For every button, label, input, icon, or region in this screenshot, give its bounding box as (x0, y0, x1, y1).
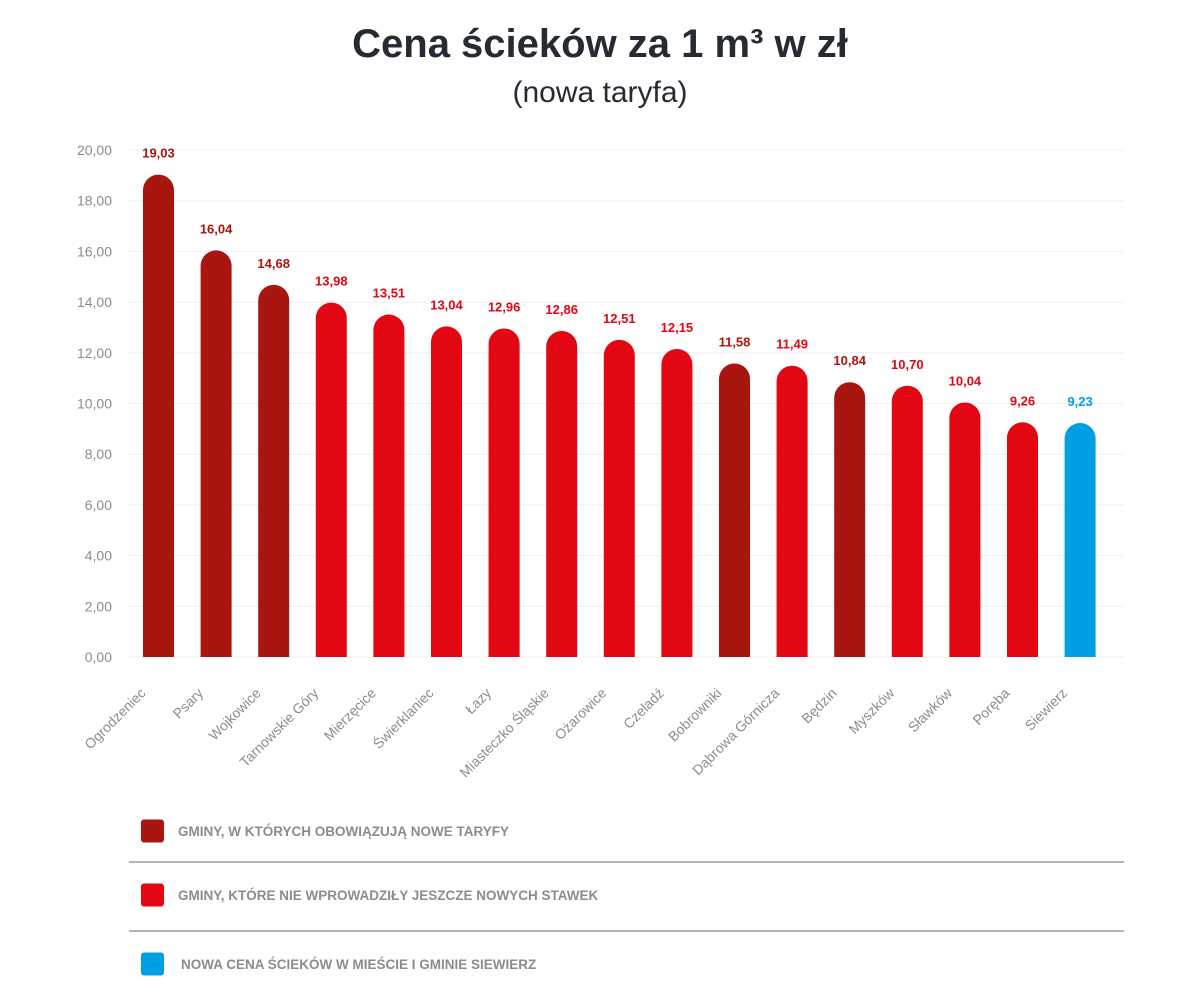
y-tick-label: 12,00 (77, 345, 112, 361)
data-label-4: 13,51 (373, 286, 406, 301)
chart-subtitle: (nowa taryfa) (512, 76, 687, 109)
data-label-2: 14,68 (257, 256, 290, 271)
data-label-7: 12,86 (545, 302, 578, 317)
bar-3 (315, 302, 347, 657)
data-label-12: 10,84 (833, 353, 866, 368)
y-tick-label: 20,00 (77, 142, 112, 158)
legend-swatch-1 (141, 883, 164, 907)
category-label-0: Ogrodzeniec (81, 685, 148, 752)
bar-12 (834, 382, 866, 657)
category-label-16: Siewierz (1021, 685, 1070, 734)
data-label-10: 11,58 (719, 334, 751, 349)
y-tick-label: 6,00 (85, 497, 112, 513)
chart-title: Cena ścieków za 1 m³ w zł (352, 22, 848, 66)
bar-14 (949, 402, 981, 657)
data-label-0: 19,03 (142, 146, 175, 161)
data-label-8: 12,51 (603, 311, 636, 326)
bar-16 (1064, 423, 1096, 657)
category-label-13: Myszków (845, 684, 898, 737)
data-labels: 19,03 16,04 14,68 13,98 13,51 13,04 12,96 12,86… (142, 146, 1093, 409)
bar-13 (891, 385, 923, 657)
bar-7 (546, 330, 578, 657)
data-label-13: 10,70 (891, 357, 924, 372)
category-label-14: Sławków (905, 684, 956, 735)
bar-4 (373, 314, 405, 657)
y-tick-label: 18,00 (77, 193, 112, 209)
legend: GMINY, W KTÓRYCH OBOWIĄZUJĄ NOWE TARYFY G… (129, 819, 1124, 976)
category-label-15: Poręba (969, 685, 1012, 728)
category-label-9: Czeladź (620, 685, 667, 732)
data-label-3: 13,98 (315, 274, 348, 289)
data-label-16: 9,23 (1067, 394, 1092, 409)
data-label-9: 12,15 (661, 320, 694, 335)
category-label-2: Wojkowice (205, 685, 264, 744)
legend-swatch-0 (141, 819, 164, 843)
data-label-6: 12,96 (488, 299, 521, 314)
data-label-14: 10,04 (949, 373, 982, 388)
bar-15 (1007, 422, 1038, 657)
bar-10 (719, 363, 750, 657)
data-label-5: 13,04 (430, 297, 463, 312)
bars (143, 174, 1096, 658)
legend-label-1: GMINY, KTÓRE NIE WPROWADZIŁY JESZCZE NOW… (178, 888, 599, 903)
bar-0 (143, 174, 174, 658)
y-tick-label: 14,00 (77, 294, 112, 310)
legend-label-2: NOWA CENA ŚCIEKÓW W MIEŚCIE I GMINIE SIE… (181, 957, 536, 972)
category-label-4: Mierzęcice (320, 685, 379, 744)
category-label-6: Łazy (462, 685, 494, 717)
y-tick-label: 8,00 (85, 446, 112, 462)
y-tick-label: 10,00 (77, 396, 112, 412)
category-label-12: Będzin (798, 685, 840, 727)
y-tick-label: 4,00 (85, 548, 112, 564)
data-label-15: 9,26 (1010, 393, 1035, 408)
legend-swatch-2 (141, 952, 164, 976)
data-label-1: 16,04 (200, 221, 233, 236)
category-label-5: Świerklaniec (369, 684, 437, 752)
bar-8 (603, 339, 635, 657)
bar-9 (661, 348, 693, 657)
y-tick-label: 16,00 (77, 243, 112, 259)
bar-6 (488, 328, 520, 657)
category-label-10: Bobrowniki (665, 685, 725, 745)
bar-1 (200, 250, 232, 657)
category-label-8: Ożarowice (551, 685, 609, 743)
data-label-11: 11,49 (776, 337, 808, 352)
y-tick-label: 0,00 (85, 649, 112, 665)
bar-2 (258, 284, 290, 657)
category-label-1: Psary (170, 685, 207, 722)
y-tick-label: 2,00 (85, 598, 112, 614)
bar-11 (776, 365, 808, 657)
bar-5 (431, 326, 462, 657)
legend-label-0: GMINY, W KTÓRYCH OBOWIĄZUJĄ NOWE TARYFY (178, 824, 509, 839)
y-axis-ticks: 0,00 2,00 4,00 6,00 8,00 10,00 12,00 14,00 16,00… (77, 142, 112, 665)
